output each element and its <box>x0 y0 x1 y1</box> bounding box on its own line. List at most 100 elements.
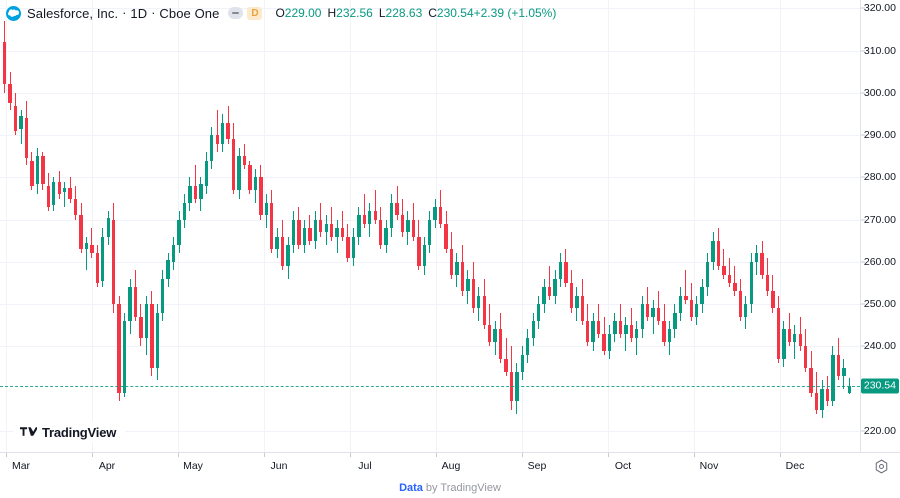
data-link[interactable]: Data <box>399 482 423 494</box>
grid-line-horizontal <box>0 261 860 263</box>
grid-line-horizontal <box>0 8 860 10</box>
chart-footer: Data by TradingView <box>0 478 900 498</box>
eye-hidden-icon[interactable] <box>228 7 244 19</box>
price-tick-mark <box>861 134 865 136</box>
candle-body <box>602 333 606 351</box>
candle-body <box>433 206 437 220</box>
grid-lines <box>0 0 860 452</box>
candle-body <box>640 304 644 330</box>
candle-body <box>199 183 203 199</box>
candle-body <box>444 223 448 250</box>
candle-body <box>477 295 481 309</box>
candle-body <box>662 321 666 343</box>
candle-body <box>35 156 40 184</box>
price-tick-mark <box>861 303 865 305</box>
time-tick-mark <box>350 453 351 457</box>
candle-body <box>727 274 732 284</box>
candle-body <box>373 211 377 220</box>
candle-body <box>695 304 699 317</box>
grid-line-horizontal <box>0 50 860 52</box>
candle-body <box>155 312 159 368</box>
candle-body <box>428 219 432 245</box>
candle-wick <box>734 266 736 296</box>
time-tick: Nov <box>699 460 719 472</box>
candle-wick <box>64 181 66 207</box>
candle-body <box>101 236 105 281</box>
price-tick: 240.00 <box>863 340 896 353</box>
legend-badges: D <box>228 6 263 20</box>
candle-body <box>231 139 236 191</box>
candle-body <box>215 135 219 144</box>
time-tick-mark <box>522 453 523 457</box>
candle-body <box>400 215 405 233</box>
candle-body <box>814 392 819 410</box>
exchange-name[interactable]: Cboe One <box>159 5 220 21</box>
price-axis[interactable]: 230.54 320.00 310.00 300.00 290.00 280.00 270… <box>860 0 900 452</box>
candle-body <box>782 329 786 360</box>
candle-body <box>8 84 12 104</box>
candle-body <box>716 240 721 267</box>
candle-body <box>803 346 808 368</box>
candle-body <box>547 287 552 296</box>
candle-body <box>84 242 89 250</box>
candle-body <box>177 219 181 245</box>
candle-wick <box>799 316 801 351</box>
chart-settings-icon[interactable] <box>874 459 889 474</box>
candle-body <box>24 118 29 159</box>
candle-body <box>319 219 323 233</box>
price-tick: 270.00 <box>863 213 896 226</box>
candle-body <box>531 321 535 338</box>
grid-line-horizontal <box>0 346 860 348</box>
candle-body <box>389 202 394 229</box>
chart-plot-area[interactable] <box>0 0 860 452</box>
candle-body <box>504 359 508 372</box>
time-tick-mark <box>6 453 7 457</box>
symbol-name[interactable]: Salesforce, Inc. <box>27 5 119 21</box>
candle-body <box>749 261 753 305</box>
ohlc-values: O229.00 H232.56 L228.63 C230.54 <box>275 6 473 20</box>
candle-body <box>308 228 312 241</box>
grid-line-horizontal <box>0 135 860 137</box>
candle-body <box>553 278 557 296</box>
grid-line-vertical <box>694 0 695 452</box>
grid-line-horizontal <box>0 177 860 179</box>
candle-wick <box>728 257 730 288</box>
price-tick-mark <box>861 430 865 432</box>
candle-body <box>144 304 149 338</box>
candle-body <box>79 215 83 250</box>
candle-body <box>346 236 350 258</box>
candle-body <box>438 206 443 224</box>
candle-body <box>95 253 100 284</box>
candle-body <box>733 283 737 292</box>
candle-body <box>809 367 813 393</box>
candle-body <box>580 295 584 322</box>
grid-line-vertical <box>6 0 7 452</box>
chart-interval[interactable]: 1D <box>130 5 148 21</box>
candle-body <box>569 283 574 309</box>
interval-badge[interactable]: D <box>247 6 263 20</box>
grid-line-vertical <box>436 0 437 452</box>
grid-line-horizontal <box>0 430 860 432</box>
time-axis[interactable]: Mar Apr May Jun Jul Aug Sep Oct Nov Dec <box>0 452 900 478</box>
ohlc-h: H232.56 <box>327 6 373 20</box>
candle-body <box>150 304 154 368</box>
candle-body <box>847 386 851 393</box>
candle-body <box>667 329 672 343</box>
candle-body <box>313 219 317 241</box>
candle-body <box>237 156 241 191</box>
tradingview-logo-icon <box>20 426 37 436</box>
ohlc-c: C230.54 <box>428 6 474 20</box>
time-tick-mark <box>178 453 179 457</box>
candle-body <box>357 215 361 237</box>
candle-body <box>253 177 258 191</box>
time-tick-mark <box>694 453 695 457</box>
grid-line-horizontal <box>0 92 860 94</box>
price-tick: 310.00 <box>863 44 896 57</box>
candlestick-series <box>3 21 851 419</box>
candle-body <box>280 236 285 267</box>
candle-body <box>700 287 704 305</box>
candle-body <box>684 295 688 300</box>
candle-wick <box>374 190 376 224</box>
candle-wick <box>342 211 344 241</box>
candle-body <box>406 219 410 233</box>
